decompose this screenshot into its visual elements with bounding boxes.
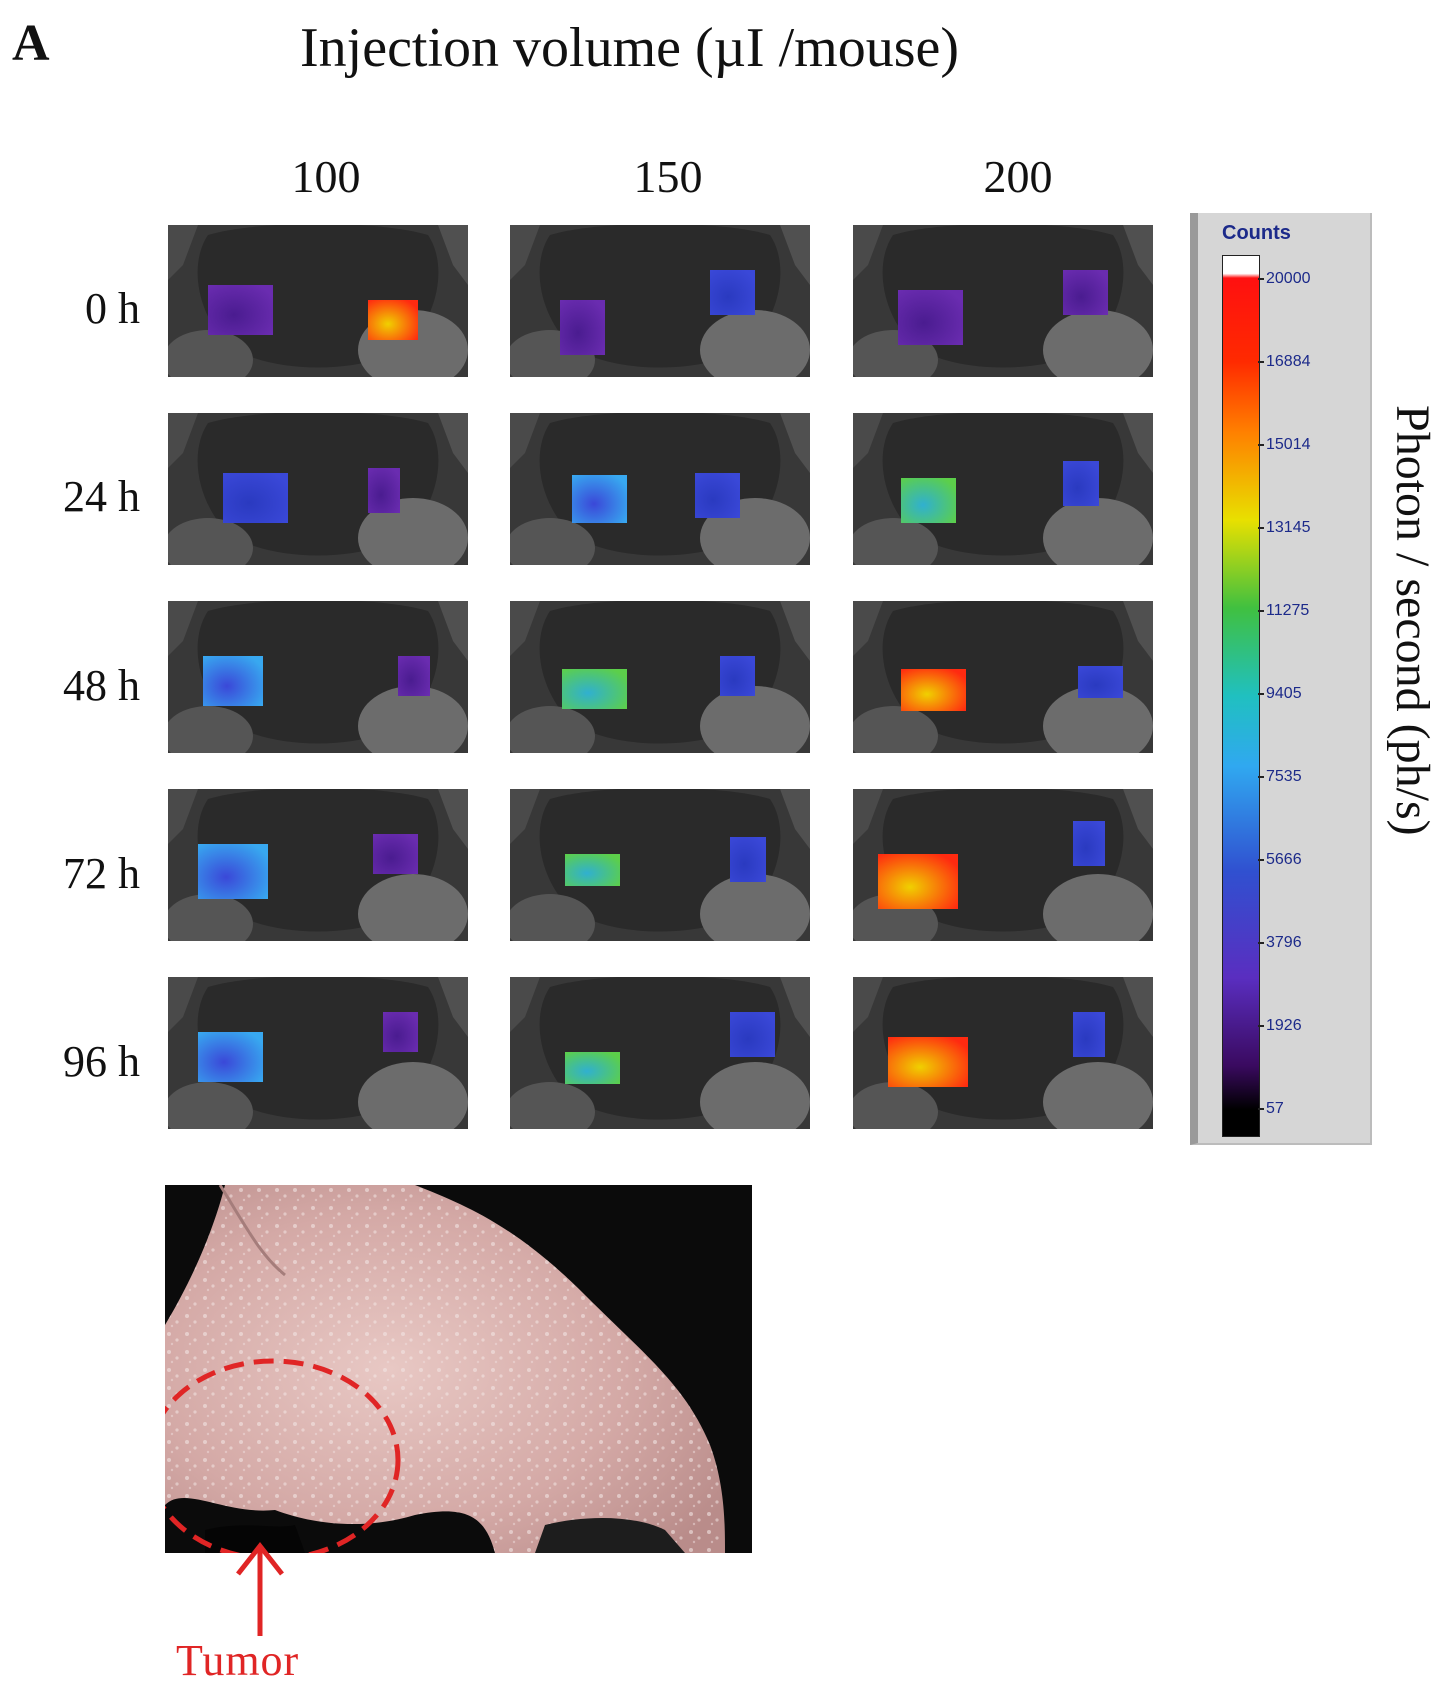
colorbar-tick-label: 20000 bbox=[1266, 270, 1311, 287]
bioluminescence-image bbox=[853, 413, 1153, 565]
colorbar-axis-label: Photon / second (ph/s) bbox=[1386, 405, 1439, 836]
colorbar-tick-label: 3796 bbox=[1266, 934, 1302, 951]
row-label-72h: 72 h bbox=[63, 849, 140, 898]
row-label-24h: 24 h bbox=[63, 472, 140, 521]
tumor-label: Tumor bbox=[176, 1636, 300, 1685]
tumor-arrow-icon bbox=[236, 1541, 284, 1636]
colorbar-tick-label: 5666 bbox=[1266, 851, 1302, 868]
colorbar-tick-mark bbox=[1258, 1108, 1264, 1110]
bioluminescence-image bbox=[168, 225, 468, 377]
colorbar-tick-mark bbox=[1258, 361, 1264, 363]
bioluminescence-image bbox=[853, 977, 1153, 1129]
colorbar-tick-label: 11275 bbox=[1266, 602, 1310, 619]
colorbar-tick-mark bbox=[1258, 776, 1264, 778]
row-label-0h: 0 h bbox=[85, 284, 140, 333]
colorbar-tick-mark bbox=[1258, 527, 1264, 529]
row-label-96h: 96 h bbox=[63, 1037, 140, 1086]
figure-title: Injection volume (µI /mouse) bbox=[300, 17, 959, 79]
colorbar-tick-label: 1926 bbox=[1266, 1017, 1302, 1034]
bioluminescence-image bbox=[853, 225, 1153, 377]
colorbar-frame bbox=[1190, 213, 1372, 1145]
colorbar-gradient bbox=[1222, 255, 1260, 1137]
tumor-circle bbox=[165, 1358, 401, 1553]
bioluminescence-image bbox=[168, 601, 468, 753]
bioluminescence-image bbox=[510, 225, 810, 377]
colorbar-tick-mark bbox=[1258, 693, 1264, 695]
bioluminescence-image bbox=[168, 413, 468, 565]
column-label-150: 150 bbox=[633, 151, 703, 202]
colorbar-tick-mark bbox=[1258, 610, 1264, 612]
colorbar-tick-label: 7535 bbox=[1266, 768, 1302, 785]
colorbar-tick-mark bbox=[1258, 278, 1264, 280]
bioluminescence-image bbox=[510, 977, 810, 1129]
colorbar-tick-label: 9405 bbox=[1266, 685, 1302, 702]
column-label-100: 100 bbox=[291, 151, 361, 202]
bioluminescence-image bbox=[510, 601, 810, 753]
mouse-photo bbox=[165, 1185, 752, 1553]
colorbar-title: Counts bbox=[1222, 222, 1291, 244]
colorbar-tick-label: 13145 bbox=[1266, 519, 1311, 536]
colorbar-tick-mark bbox=[1258, 942, 1264, 944]
colorbar-tick-label: 15014 bbox=[1266, 436, 1311, 453]
bioluminescence-image bbox=[168, 789, 468, 941]
colorbar-tick-label: 16884 bbox=[1266, 353, 1311, 370]
bioluminescence-image bbox=[510, 789, 810, 941]
row-label-48h: 48 h bbox=[63, 661, 140, 710]
colorbar-tick-mark bbox=[1258, 859, 1264, 861]
bioluminescence-image bbox=[853, 601, 1153, 753]
bioluminescence-image bbox=[853, 789, 1153, 941]
colorbar-tick-mark bbox=[1258, 444, 1264, 446]
bioluminescence-image bbox=[168, 977, 468, 1129]
panel-letter: A bbox=[12, 15, 50, 72]
colorbar-tick-label: 57 bbox=[1266, 1100, 1284, 1117]
bioluminescence-image bbox=[510, 413, 810, 565]
column-label-200: 200 bbox=[983, 151, 1053, 202]
colorbar-tick-mark bbox=[1258, 1025, 1264, 1027]
colorbar-axis-label-box: Photon / second (ph/s) bbox=[1380, 405, 1441, 1035]
